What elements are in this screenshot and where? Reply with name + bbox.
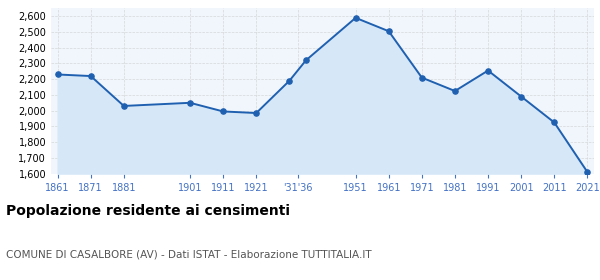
Point [583,170,592,174]
Point [284,78,294,83]
Point [550,120,559,125]
Point [218,109,228,114]
Point [86,74,95,78]
Text: COMUNE DI CASALBORE (AV) - Dati ISTAT - Elaborazione TUTTITALIA.IT: COMUNE DI CASALBORE (AV) - Dati ISTAT - … [6,249,371,259]
Point [483,68,493,73]
Point [417,75,427,80]
Point [517,94,526,99]
Point [53,72,62,77]
Point [351,16,361,20]
Text: Popolazione residente ai censimenti: Popolazione residente ai censimenti [6,204,290,218]
Point [119,104,128,108]
Point [185,101,195,105]
Point [384,29,394,33]
Point [450,89,460,93]
Point [301,58,311,62]
Point [251,111,261,115]
